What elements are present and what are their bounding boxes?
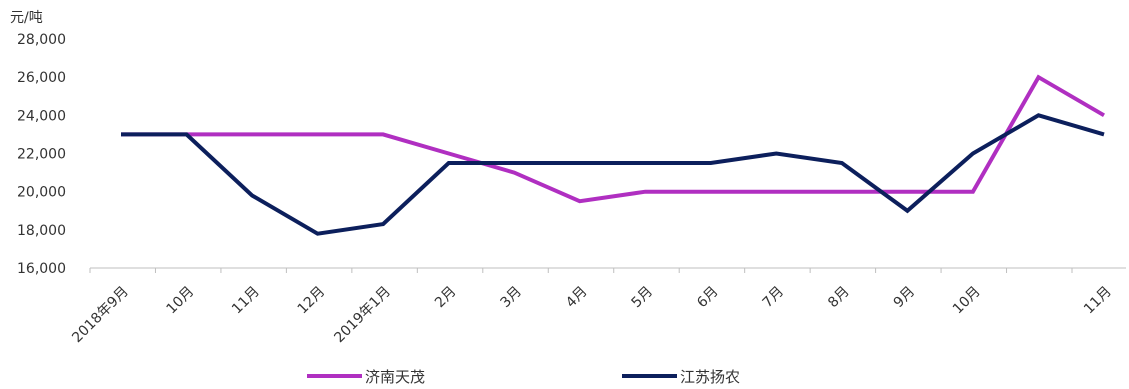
x-tick-label: 9月 bbox=[891, 284, 919, 312]
x-tick-label: 11月 bbox=[229, 284, 263, 318]
y-tick-label: 26,000 bbox=[17, 70, 66, 86]
x-tick-label: 2月 bbox=[432, 284, 460, 312]
x-tick-label: 3月 bbox=[498, 284, 526, 312]
x-tick-label: 2019年1月 bbox=[331, 284, 394, 347]
y-tick-label: 28,000 bbox=[17, 32, 66, 48]
y-axis: 16,000 18,000 20,000 22,000 24,000 26,000 28,0… bbox=[17, 32, 66, 277]
series-line-1 bbox=[121, 74, 1106, 204]
x-axis: 2018年9月 10月 11月 12月 2019年1月 2月 3月 4月 5月 6月 7月 8月 9月 1… bbox=[69, 267, 1126, 347]
y-tick-label: 20,000 bbox=[17, 185, 66, 201]
x-tick-label: 12月 bbox=[295, 284, 329, 318]
x-tick-label: 8月 bbox=[825, 284, 853, 312]
x-tick-label: 6月 bbox=[694, 284, 722, 312]
y-tick-label: 16,000 bbox=[17, 261, 66, 277]
x-tick-label: 5月 bbox=[629, 284, 657, 312]
series-layer bbox=[121, 74, 1106, 236]
y-unit-label: 元/吨 bbox=[10, 10, 43, 26]
x-tick-label: 2018年9月 bbox=[69, 284, 132, 347]
x-tick-label: 10月 bbox=[164, 284, 198, 318]
legend-label-1: 济南天茂 bbox=[365, 368, 425, 386]
x-tick-label: 11月 bbox=[1081, 284, 1115, 318]
y-tick-label: 18,000 bbox=[17, 223, 66, 239]
x-tick-label: 7月 bbox=[760, 284, 788, 312]
y-tick-label: 24,000 bbox=[17, 108, 66, 124]
y-tick-label: 22,000 bbox=[17, 147, 66, 163]
x-tick-label: 10月 bbox=[950, 284, 984, 318]
legend-label-2: 江苏扬农 bbox=[680, 368, 740, 386]
legend: 济南天茂 江苏扬农 bbox=[307, 368, 740, 386]
x-tick-label: 4月 bbox=[563, 284, 591, 312]
series-line-2 bbox=[121, 113, 1105, 236]
